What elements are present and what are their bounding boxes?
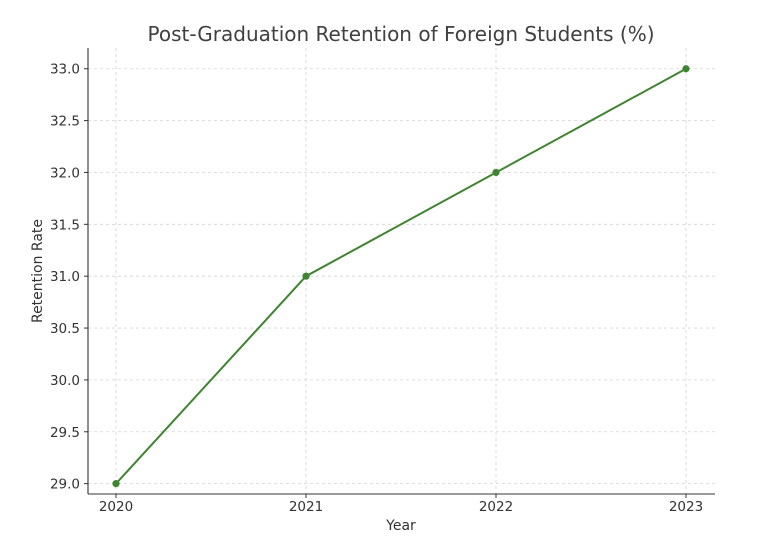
- y-tick-label: 29.5: [50, 425, 80, 441]
- y-tick-label: 29.0: [50, 477, 80, 493]
- grid: [88, 48, 715, 494]
- data-point: [682, 65, 690, 73]
- x-tick-label: 2022: [479, 499, 513, 515]
- x-tick-label: 2021: [289, 499, 323, 515]
- axes: [87, 48, 715, 495]
- y-tick-label: 32.5: [50, 114, 80, 130]
- series-line: [115, 67, 687, 485]
- data-point: [302, 272, 310, 280]
- chart-title: Post-Graduation Retention of Foreign Stu…: [147, 22, 654, 46]
- x-tick-label: 2023: [669, 499, 703, 515]
- y-tick-label: 30.0: [50, 373, 80, 389]
- x-axis-label: Year: [385, 518, 416, 534]
- data-point: [112, 480, 120, 488]
- y-tick-label: 31.5: [50, 217, 80, 233]
- x-tick-label: 2020: [99, 499, 133, 515]
- series-layer: [112, 65, 690, 488]
- y-tick-label: 33.0: [50, 62, 80, 78]
- y-tick-label: 32.0: [50, 165, 80, 181]
- tick-labels: 29.0 29.5 30.0 30.5 31.0 31.5 32.0 32.5 33.0 2020…: [50, 62, 703, 515]
- data-point: [492, 168, 500, 177]
- y-tick-label: 31.0: [50, 269, 80, 285]
- y-tick-label: 30.5: [50, 321, 80, 337]
- y-axis-label: Retention Rate: [30, 219, 46, 323]
